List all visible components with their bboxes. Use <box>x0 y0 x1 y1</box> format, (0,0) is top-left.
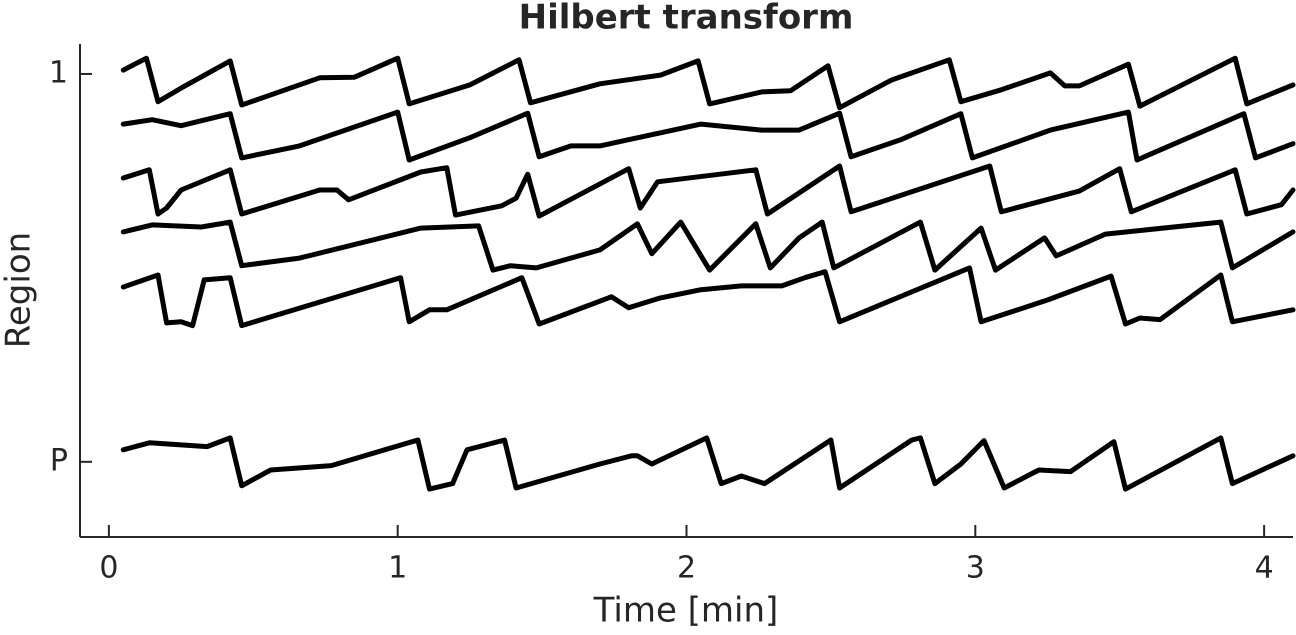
x-tick-label: 2 <box>677 551 696 586</box>
x-tick-label: 1 <box>388 551 407 586</box>
chart-title: Hilbert transform <box>519 0 854 38</box>
series-line <box>120 265 1296 329</box>
x-axis-label: Time [min] <box>593 591 779 631</box>
series-line <box>120 163 1296 219</box>
y-tick-label: P <box>50 443 68 478</box>
x-tick-label: 4 <box>1255 551 1274 586</box>
series-line <box>120 435 1296 492</box>
series-line <box>120 55 1296 111</box>
series-line <box>120 109 1296 163</box>
y-tick-label: 1 <box>49 55 68 90</box>
x-tick-label: 0 <box>99 551 118 586</box>
series-line <box>120 219 1296 273</box>
y-axis-label: Region <box>0 232 39 348</box>
x-tick-label: 3 <box>966 551 985 586</box>
